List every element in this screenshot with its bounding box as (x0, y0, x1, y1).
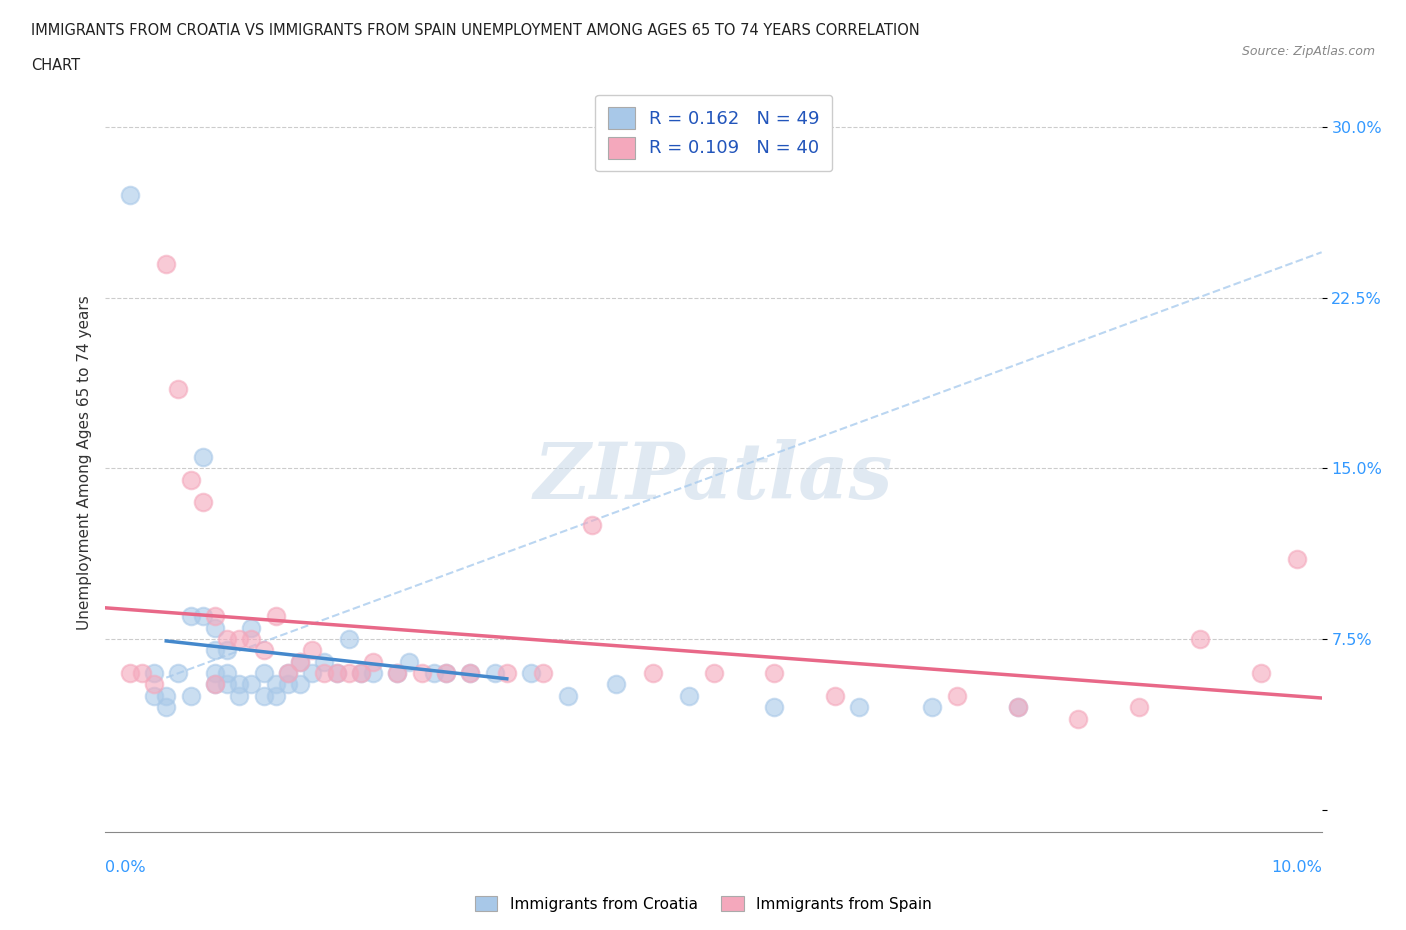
Point (204, 677, 226, 692)
Point (217, 631, 239, 646)
Point (945, 688, 967, 703)
Point (495, 666, 517, 681)
Point (288, 677, 311, 692)
Text: CHART: CHART (31, 58, 80, 73)
Point (240, 677, 263, 692)
Point (557, 688, 579, 703)
Point (484, 666, 506, 681)
Point (240, 620, 263, 635)
Point (180, 688, 202, 703)
Point (1250, 666, 1272, 681)
Text: IMMIGRANTS FROM CROATIA VS IMMIGRANTS FROM SPAIN UNEMPLOYMENT AMONG AGES 65 TO 7: IMMIGRANTS FROM CROATIA VS IMMIGRANTS FR… (31, 23, 920, 38)
Text: 0.0%: 0.0% (105, 859, 146, 874)
Point (118, 666, 141, 681)
Point (143, 677, 166, 692)
Point (458, 666, 481, 681)
Point (1007, 699, 1029, 714)
Point (702, 666, 725, 681)
Point (252, 688, 274, 703)
Point (217, 677, 239, 692)
Point (191, 495, 214, 510)
Point (131, 666, 153, 681)
Point (204, 666, 226, 681)
Point (167, 666, 190, 681)
Point (155, 256, 177, 271)
Point (228, 677, 250, 692)
Point (581, 518, 603, 533)
Point (350, 666, 373, 681)
Point (228, 688, 250, 703)
Point (325, 666, 347, 681)
Point (605, 677, 627, 692)
Point (1128, 699, 1150, 714)
Point (458, 666, 481, 681)
Point (301, 643, 323, 658)
Legend: R = 0.162   N = 49, R = 0.109   N = 40: R = 0.162 N = 49, R = 0.109 N = 40 (595, 95, 832, 171)
Point (314, 655, 336, 670)
Text: 10.0%: 10.0% (1271, 859, 1322, 874)
Point (204, 643, 226, 658)
Point (277, 677, 299, 692)
Point (337, 666, 360, 681)
Point (434, 666, 457, 681)
Point (1067, 711, 1090, 726)
Point (361, 655, 384, 670)
Point (252, 666, 274, 681)
Point (143, 666, 166, 681)
Point (288, 655, 311, 670)
Text: Source: ZipAtlas.com: Source: ZipAtlas.com (1241, 45, 1375, 58)
Point (180, 609, 202, 624)
Point (423, 666, 446, 681)
Point (264, 609, 287, 624)
Point (763, 699, 786, 714)
Point (678, 688, 700, 703)
Point (217, 666, 239, 681)
Point (180, 472, 202, 487)
Point (763, 666, 786, 681)
Point (531, 666, 554, 681)
Y-axis label: Unemployment Among Ages 65 to 74 years: Unemployment Among Ages 65 to 74 years (76, 296, 91, 630)
Point (824, 688, 846, 703)
Point (325, 666, 347, 681)
Point (641, 666, 664, 681)
Point (337, 631, 360, 646)
Point (288, 655, 311, 670)
Point (264, 677, 287, 692)
Text: ZIPatlas: ZIPatlas (534, 439, 893, 516)
Point (277, 666, 299, 681)
Point (434, 666, 457, 681)
Point (240, 631, 263, 646)
Point (361, 666, 384, 681)
Point (411, 666, 433, 681)
Point (204, 677, 226, 692)
Point (277, 666, 299, 681)
Point (1007, 699, 1029, 714)
Point (204, 620, 226, 635)
Point (143, 688, 166, 703)
Point (921, 699, 943, 714)
Point (191, 449, 214, 464)
Point (848, 699, 870, 714)
Legend: Immigrants from Croatia, Immigrants from Spain: Immigrants from Croatia, Immigrants from… (468, 889, 938, 918)
Point (191, 609, 214, 624)
Point (155, 699, 177, 714)
Point (217, 643, 239, 658)
Point (167, 381, 190, 396)
Point (228, 631, 250, 646)
Point (314, 666, 336, 681)
Point (387, 666, 409, 681)
Point (1286, 551, 1309, 566)
Point (204, 609, 226, 624)
Point (520, 666, 543, 681)
Point (155, 688, 177, 703)
Point (301, 666, 323, 681)
Point (350, 666, 373, 681)
Point (398, 655, 420, 670)
Point (1188, 631, 1211, 646)
Point (252, 643, 274, 658)
Point (264, 688, 287, 703)
Point (387, 666, 409, 681)
Point (118, 188, 141, 203)
